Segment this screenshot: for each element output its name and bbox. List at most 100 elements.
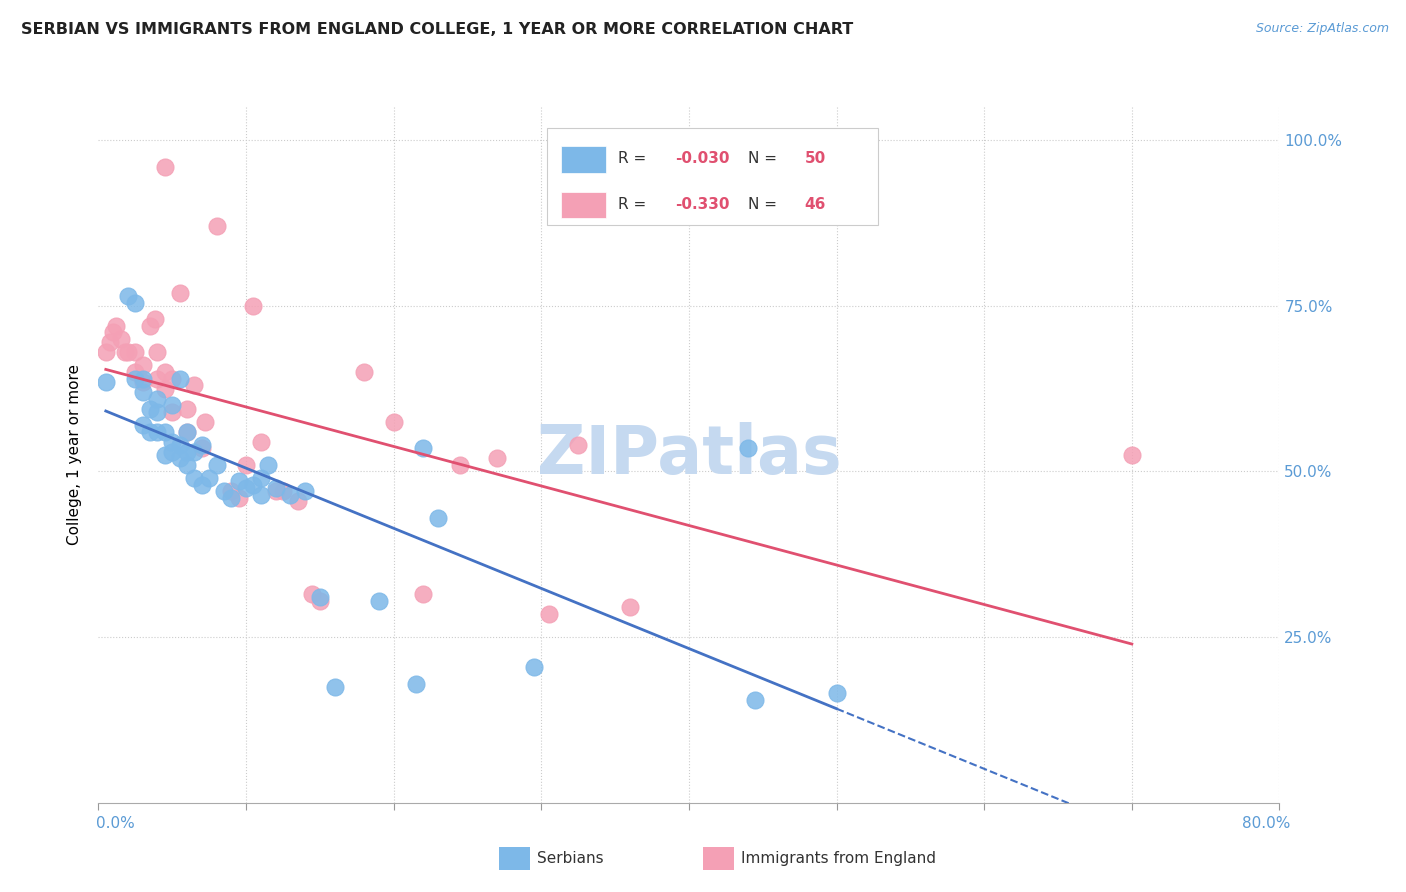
Y-axis label: College, 1 year or more: College, 1 year or more bbox=[67, 365, 83, 545]
Text: Source: ZipAtlas.com: Source: ZipAtlas.com bbox=[1256, 22, 1389, 36]
Point bbox=[132, 372, 155, 386]
Point bbox=[169, 285, 191, 300]
Point bbox=[264, 484, 287, 499]
Text: 80.0%: 80.0% bbox=[1243, 816, 1291, 830]
Point bbox=[146, 345, 169, 359]
Point bbox=[124, 372, 146, 386]
Text: Serbians: Serbians bbox=[537, 852, 603, 866]
Point bbox=[449, 458, 471, 472]
Point bbox=[191, 477, 214, 491]
Text: 46: 46 bbox=[804, 197, 827, 212]
Point bbox=[242, 299, 264, 313]
Point bbox=[153, 448, 176, 462]
Point bbox=[287, 494, 309, 508]
Point bbox=[825, 686, 848, 700]
Point bbox=[486, 451, 509, 466]
Point bbox=[162, 405, 183, 419]
Point bbox=[198, 471, 221, 485]
Point bbox=[103, 326, 125, 340]
Point bbox=[737, 442, 759, 456]
Point bbox=[153, 382, 176, 396]
Point bbox=[382, 415, 405, 429]
Point bbox=[153, 160, 176, 174]
Point bbox=[405, 676, 427, 690]
Point bbox=[132, 359, 155, 373]
Point bbox=[162, 372, 183, 386]
Point bbox=[191, 442, 214, 456]
Bar bbox=[561, 192, 606, 219]
Point bbox=[219, 484, 242, 499]
Point bbox=[146, 405, 169, 419]
Text: -0.030: -0.030 bbox=[675, 151, 730, 166]
Point bbox=[139, 425, 162, 439]
Point bbox=[176, 458, 198, 472]
Point bbox=[250, 434, 273, 449]
Text: Immigrants from England: Immigrants from England bbox=[741, 852, 936, 866]
Point bbox=[146, 372, 169, 386]
Point bbox=[205, 458, 228, 472]
Point bbox=[294, 484, 316, 499]
Point bbox=[94, 345, 117, 359]
Text: SERBIAN VS IMMIGRANTS FROM ENGLAND COLLEGE, 1 YEAR OR MORE CORRELATION CHART: SERBIAN VS IMMIGRANTS FROM ENGLAND COLLE… bbox=[21, 22, 853, 37]
Text: 0.0%: 0.0% bbox=[96, 816, 135, 830]
Point bbox=[176, 425, 198, 439]
Point bbox=[132, 384, 155, 399]
Point bbox=[242, 477, 264, 491]
Point bbox=[162, 398, 183, 412]
Point bbox=[98, 335, 121, 350]
Point bbox=[235, 458, 257, 472]
Point bbox=[271, 484, 294, 499]
Point bbox=[619, 600, 641, 615]
Point bbox=[264, 481, 287, 495]
Point bbox=[235, 481, 257, 495]
FancyBboxPatch shape bbox=[547, 128, 877, 226]
Point bbox=[176, 444, 198, 458]
Point bbox=[110, 332, 132, 346]
Point bbox=[124, 295, 146, 310]
Point bbox=[124, 365, 146, 379]
Point bbox=[162, 434, 183, 449]
Point bbox=[146, 392, 169, 406]
Point bbox=[169, 451, 191, 466]
Text: 50: 50 bbox=[804, 151, 825, 166]
Point bbox=[176, 425, 198, 439]
Point bbox=[301, 587, 323, 601]
Point bbox=[139, 318, 162, 333]
Point bbox=[744, 693, 766, 707]
Point bbox=[309, 591, 332, 605]
Text: R =: R = bbox=[619, 151, 651, 166]
Point bbox=[228, 475, 250, 489]
Point bbox=[523, 660, 546, 674]
Text: ZIPatlas: ZIPatlas bbox=[537, 422, 841, 488]
Point bbox=[105, 318, 128, 333]
Point bbox=[117, 289, 139, 303]
Point bbox=[212, 484, 235, 499]
Point bbox=[309, 593, 332, 607]
Point bbox=[169, 438, 191, 452]
Point bbox=[183, 444, 205, 458]
Point bbox=[139, 401, 162, 416]
Point bbox=[194, 415, 217, 429]
Point bbox=[162, 444, 183, 458]
Point bbox=[412, 587, 434, 601]
Point bbox=[114, 345, 136, 359]
Point bbox=[191, 438, 214, 452]
Point bbox=[412, 442, 434, 456]
Text: N =: N = bbox=[748, 197, 782, 212]
Point bbox=[323, 680, 346, 694]
Point bbox=[250, 471, 273, 485]
Point bbox=[94, 375, 117, 389]
Point bbox=[153, 425, 176, 439]
Point bbox=[228, 491, 250, 505]
Point bbox=[427, 511, 450, 525]
Point bbox=[250, 488, 273, 502]
Point bbox=[278, 488, 302, 502]
Point bbox=[143, 312, 166, 326]
Text: N =: N = bbox=[748, 151, 782, 166]
Point bbox=[124, 345, 146, 359]
Point bbox=[567, 438, 589, 452]
Point bbox=[176, 401, 198, 416]
Point bbox=[146, 425, 169, 439]
Point bbox=[117, 345, 139, 359]
Point bbox=[219, 491, 242, 505]
